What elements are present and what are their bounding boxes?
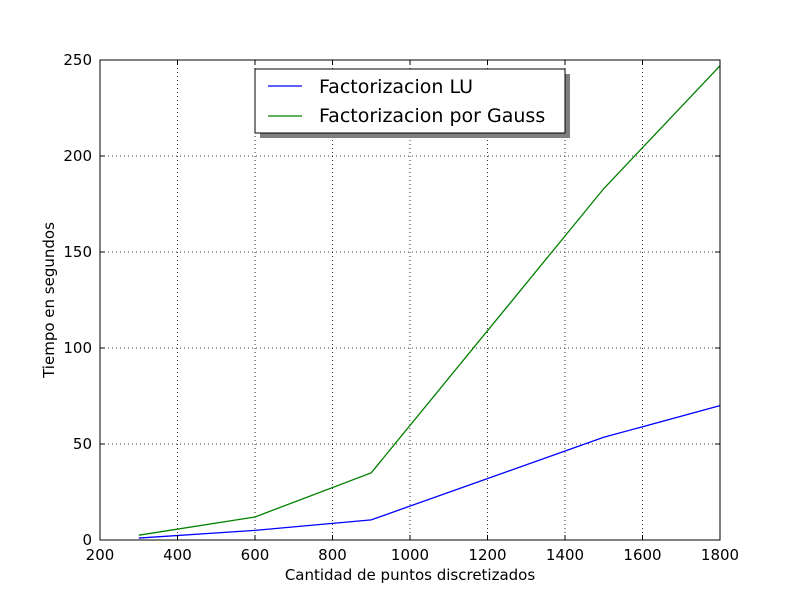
y-tick-label: 200 [63, 147, 92, 165]
legend-label-lu: Factorizacion LU [319, 76, 473, 98]
x-tick-label: 1800 [701, 546, 739, 564]
x-tick-label: 600 [241, 546, 270, 564]
x-tick-label: 1000 [391, 546, 429, 564]
series-line-gauss [138, 65, 721, 536]
y-tick-label: 100 [63, 339, 92, 357]
data-series [138, 65, 721, 539]
x-tick-label: 1200 [468, 546, 506, 564]
y-tick-label: 0 [82, 531, 92, 549]
y-tick-label: 250 [63, 51, 92, 69]
legend: Factorizacion LU Factorizacion por Gauss [254, 68, 570, 138]
y-tick-label: 50 [73, 435, 92, 453]
grid-lines [100, 60, 720, 540]
y-axis-label: Tiempo en segundos [40, 222, 58, 379]
axis-ticks: 200 400 600 800 1000 1200 1400 1600 1800 0 50 100 15… [63, 51, 739, 564]
legend-box [254, 68, 566, 134]
x-axis-label: Cantidad de puntos discretizados [285, 566, 536, 584]
x-tick-label: 200 [86, 546, 115, 564]
y-tick-label: 150 [63, 243, 92, 261]
legend-label-gauss: Factorizacion por Gauss [319, 105, 545, 127]
x-tick-label: 800 [318, 546, 347, 564]
series-line-lu [138, 404, 721, 539]
x-tick-label: 1400 [546, 546, 584, 564]
x-tick-label: 400 [163, 546, 192, 564]
x-tick-label: 1600 [623, 546, 661, 564]
